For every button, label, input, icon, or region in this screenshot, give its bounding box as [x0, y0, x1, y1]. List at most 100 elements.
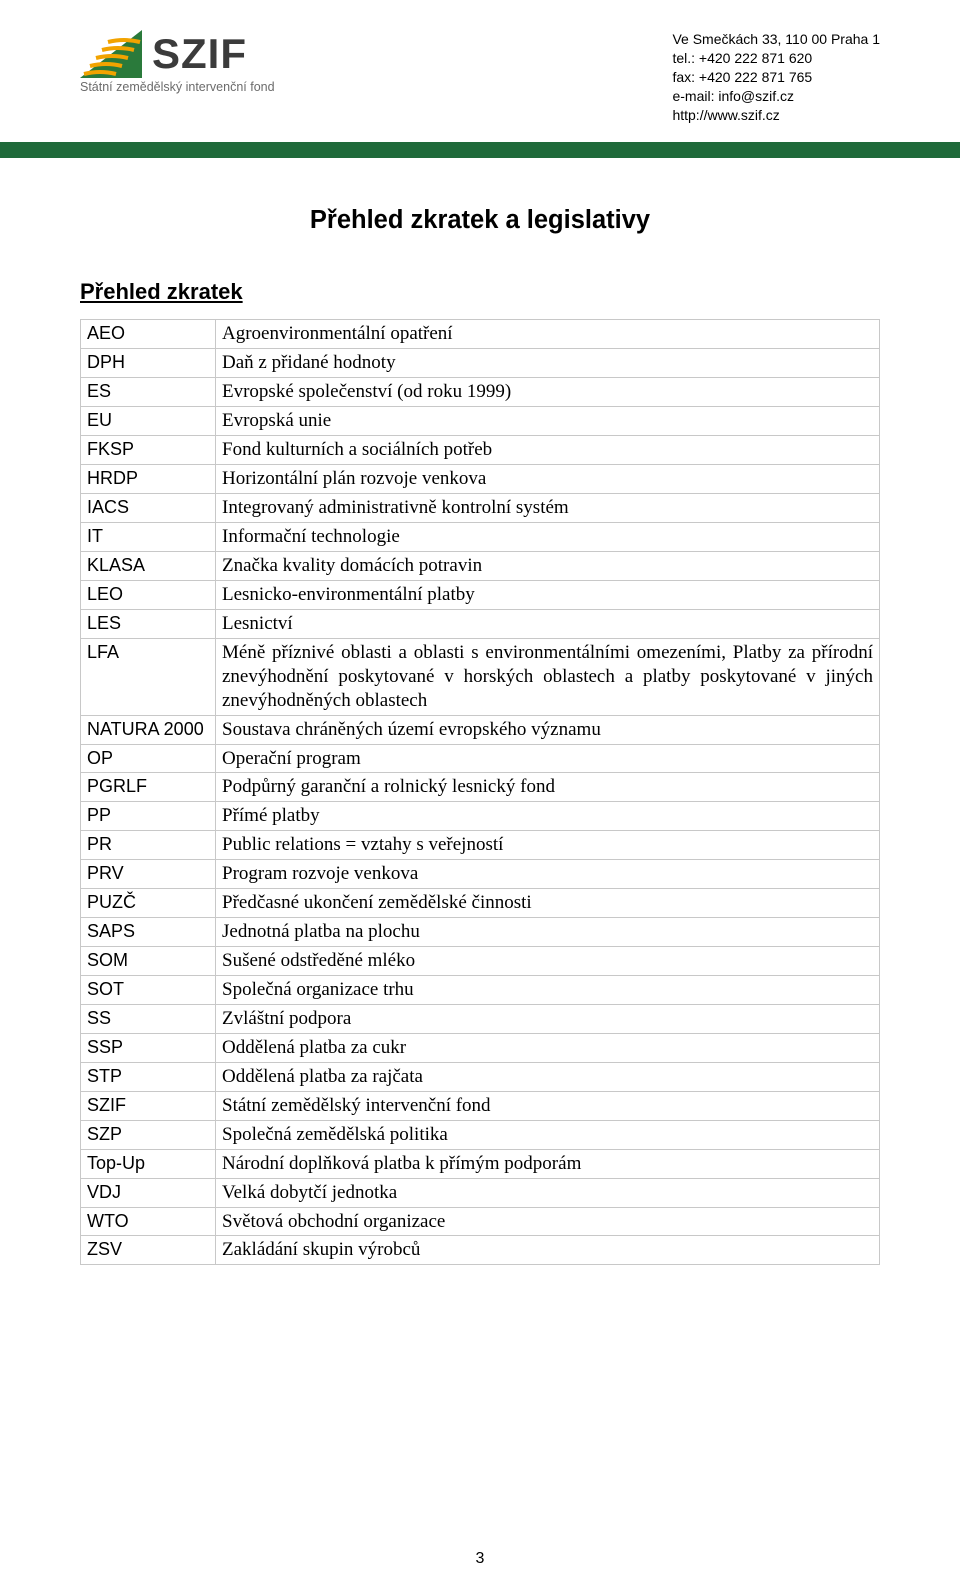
table-row: LFAMéně příznivé oblasti a oblasti s env… [81, 638, 880, 715]
abbr-key: PRV [81, 860, 216, 889]
contact-block: Ve Smečkách 33, 110 00 Praha 1 tel.: +42… [672, 30, 880, 124]
abbr-value: Fond kulturních a sociálních potřeb [216, 436, 880, 465]
table-row: KLASAZnačka kvality domácích potravin [81, 551, 880, 580]
abbr-key: PP [81, 802, 216, 831]
abbr-value: Světová obchodní organizace [216, 1207, 880, 1236]
table-row: SOMSušené odstředěné mléko [81, 947, 880, 976]
abbr-key: SSP [81, 1033, 216, 1062]
abbr-value: Velká dobytčí jednotka [216, 1178, 880, 1207]
abbr-key: EU [81, 407, 216, 436]
abbr-value: Soustava chráněných území evropského výz… [216, 715, 880, 744]
section-heading: Přehled zkratek [80, 279, 880, 305]
abbr-key: LES [81, 609, 216, 638]
table-row: SZPSpolečná zemědělská politika [81, 1120, 880, 1149]
abbr-value: Přímé platby [216, 802, 880, 831]
table-row: SOTSpolečná organizace trhu [81, 976, 880, 1005]
table-row: STPOddělená platba za rajčata [81, 1062, 880, 1091]
abbr-value: Národní doplňková platba k přímým podpor… [216, 1149, 880, 1178]
table-row: PRVProgram rozvoje venkova [81, 860, 880, 889]
table-row: FKSPFond kulturních a sociálních potřeb [81, 436, 880, 465]
table-row: ESEvropské společenství (od roku 1999) [81, 378, 880, 407]
page-number: 3 [0, 1550, 960, 1568]
table-row: EUEvropská unie [81, 407, 880, 436]
contact-web: http://www.szif.cz [672, 106, 880, 125]
table-row: IACSIntegrovaný administrativně kontroln… [81, 494, 880, 523]
table-row: VDJVelká dobytčí jednotka [81, 1178, 880, 1207]
abbr-key: NATURA 2000 [81, 715, 216, 744]
contact-email: e-mail: info@szif.cz [672, 87, 880, 106]
table-row: PRPublic relations = vztahy s veřejností [81, 831, 880, 860]
abbr-value: Společná zemědělská politika [216, 1120, 880, 1149]
table-row: PPPřímé platby [81, 802, 880, 831]
abbr-key: PUZČ [81, 889, 216, 918]
abbr-value: Značka kvality domácích potravin [216, 551, 880, 580]
abbr-value: Sušené odstředěné mléko [216, 947, 880, 976]
abbr-key: PGRLF [81, 773, 216, 802]
abbr-value: Agroenvironmentální opatření [216, 320, 880, 349]
abbr-key: SZIF [81, 1091, 216, 1120]
abbr-key: SS [81, 1004, 216, 1033]
table-row: AEOAgroenvironmentální opatření [81, 320, 880, 349]
table-row: LESLesnictví [81, 609, 880, 638]
contact-fax: fax: +420 222 871 765 [672, 68, 880, 87]
abbr-key: AEO [81, 320, 216, 349]
abbr-value: Zakládání skupin výrobců [216, 1236, 880, 1265]
table-row: NATURA 2000Soustava chráněných území evr… [81, 715, 880, 744]
table-row: DPHDaň z přidané hodnoty [81, 349, 880, 378]
table-row: SAPSJednotná platba na plochu [81, 918, 880, 947]
abbr-value: Operační program [216, 744, 880, 773]
abbr-key: WTO [81, 1207, 216, 1236]
abbr-key: IACS [81, 494, 216, 523]
abbr-value: Státní zemědělský intervenční fond [216, 1091, 880, 1120]
abbr-key: SOM [81, 947, 216, 976]
contact-address: Ve Smečkách 33, 110 00 Praha 1 [672, 30, 880, 49]
abbr-key: SZP [81, 1120, 216, 1149]
abbr-key: ZSV [81, 1236, 216, 1265]
table-row: WTOSvětová obchodní organizace [81, 1207, 880, 1236]
abbr-value: Lesnicko-environmentální platby [216, 580, 880, 609]
abbreviations-table: AEOAgroenvironmentální opatřeníDPHDaň z … [80, 319, 880, 1265]
szif-logo-icon [80, 30, 142, 78]
abbr-key: STP [81, 1062, 216, 1091]
abbr-key: LEO [81, 580, 216, 609]
abbr-value: Předčasné ukončení zemědělské činnosti [216, 889, 880, 918]
abbr-value: Daň z přidané hodnoty [216, 349, 880, 378]
table-row: Top-UpNárodní doplňková platba k přímým … [81, 1149, 880, 1178]
abbr-key: PR [81, 831, 216, 860]
table-row: SSZvláštní podpora [81, 1004, 880, 1033]
abbr-value: Méně příznivé oblasti a oblasti s enviro… [216, 638, 880, 715]
abbr-key: Top-Up [81, 1149, 216, 1178]
abbr-value: Společná organizace trhu [216, 976, 880, 1005]
abbr-key: VDJ [81, 1178, 216, 1207]
abbr-key: SAPS [81, 918, 216, 947]
abbr-value: Informační technologie [216, 523, 880, 552]
abbr-key: ES [81, 378, 216, 407]
abbr-key: OP [81, 744, 216, 773]
abbr-key: FKSP [81, 436, 216, 465]
abbr-value: Public relations = vztahy s veřejností [216, 831, 880, 860]
table-row: SZIFStátní zemědělský intervenční fond [81, 1091, 880, 1120]
abbr-value: Podpůrný garanční a rolnický lesnický fo… [216, 773, 880, 802]
abbr-value: Horizontální plán rozvoje venkova [216, 465, 880, 494]
abbr-key: LFA [81, 638, 216, 715]
abbr-key: DPH [81, 349, 216, 378]
table-row: PUZČPředčasné ukončení zemědělské činnos… [81, 889, 880, 918]
table-row: OPOperační program [81, 744, 880, 773]
logo-subtitle: Státní zemědělský intervenční fond [80, 80, 275, 94]
abbr-key: SOT [81, 976, 216, 1005]
abbr-value: Program rozvoje venkova [216, 860, 880, 889]
header: SZIF Státní zemědělský intervenční fond … [80, 30, 880, 124]
abbr-value: Integrovaný administrativně kontrolní sy… [216, 494, 880, 523]
abbr-value: Lesnictví [216, 609, 880, 638]
logo-text: SZIF [152, 30, 247, 78]
table-row: ZSVZakládání skupin výrobců [81, 1236, 880, 1265]
abbr-value: Jednotná platba na plochu [216, 918, 880, 947]
table-row: ITInformační technologie [81, 523, 880, 552]
table-row: PGRLFPodpůrný garanční a rolnický lesnic… [81, 773, 880, 802]
abbr-key: HRDP [81, 465, 216, 494]
table-row: LEOLesnicko-environmentální platby [81, 580, 880, 609]
abbr-key: IT [81, 523, 216, 552]
table-row: HRDPHorizontální plán rozvoje venkova [81, 465, 880, 494]
contact-tel: tel.: +420 222 871 620 [672, 49, 880, 68]
logo-block: SZIF Státní zemědělský intervenční fond [80, 30, 275, 94]
